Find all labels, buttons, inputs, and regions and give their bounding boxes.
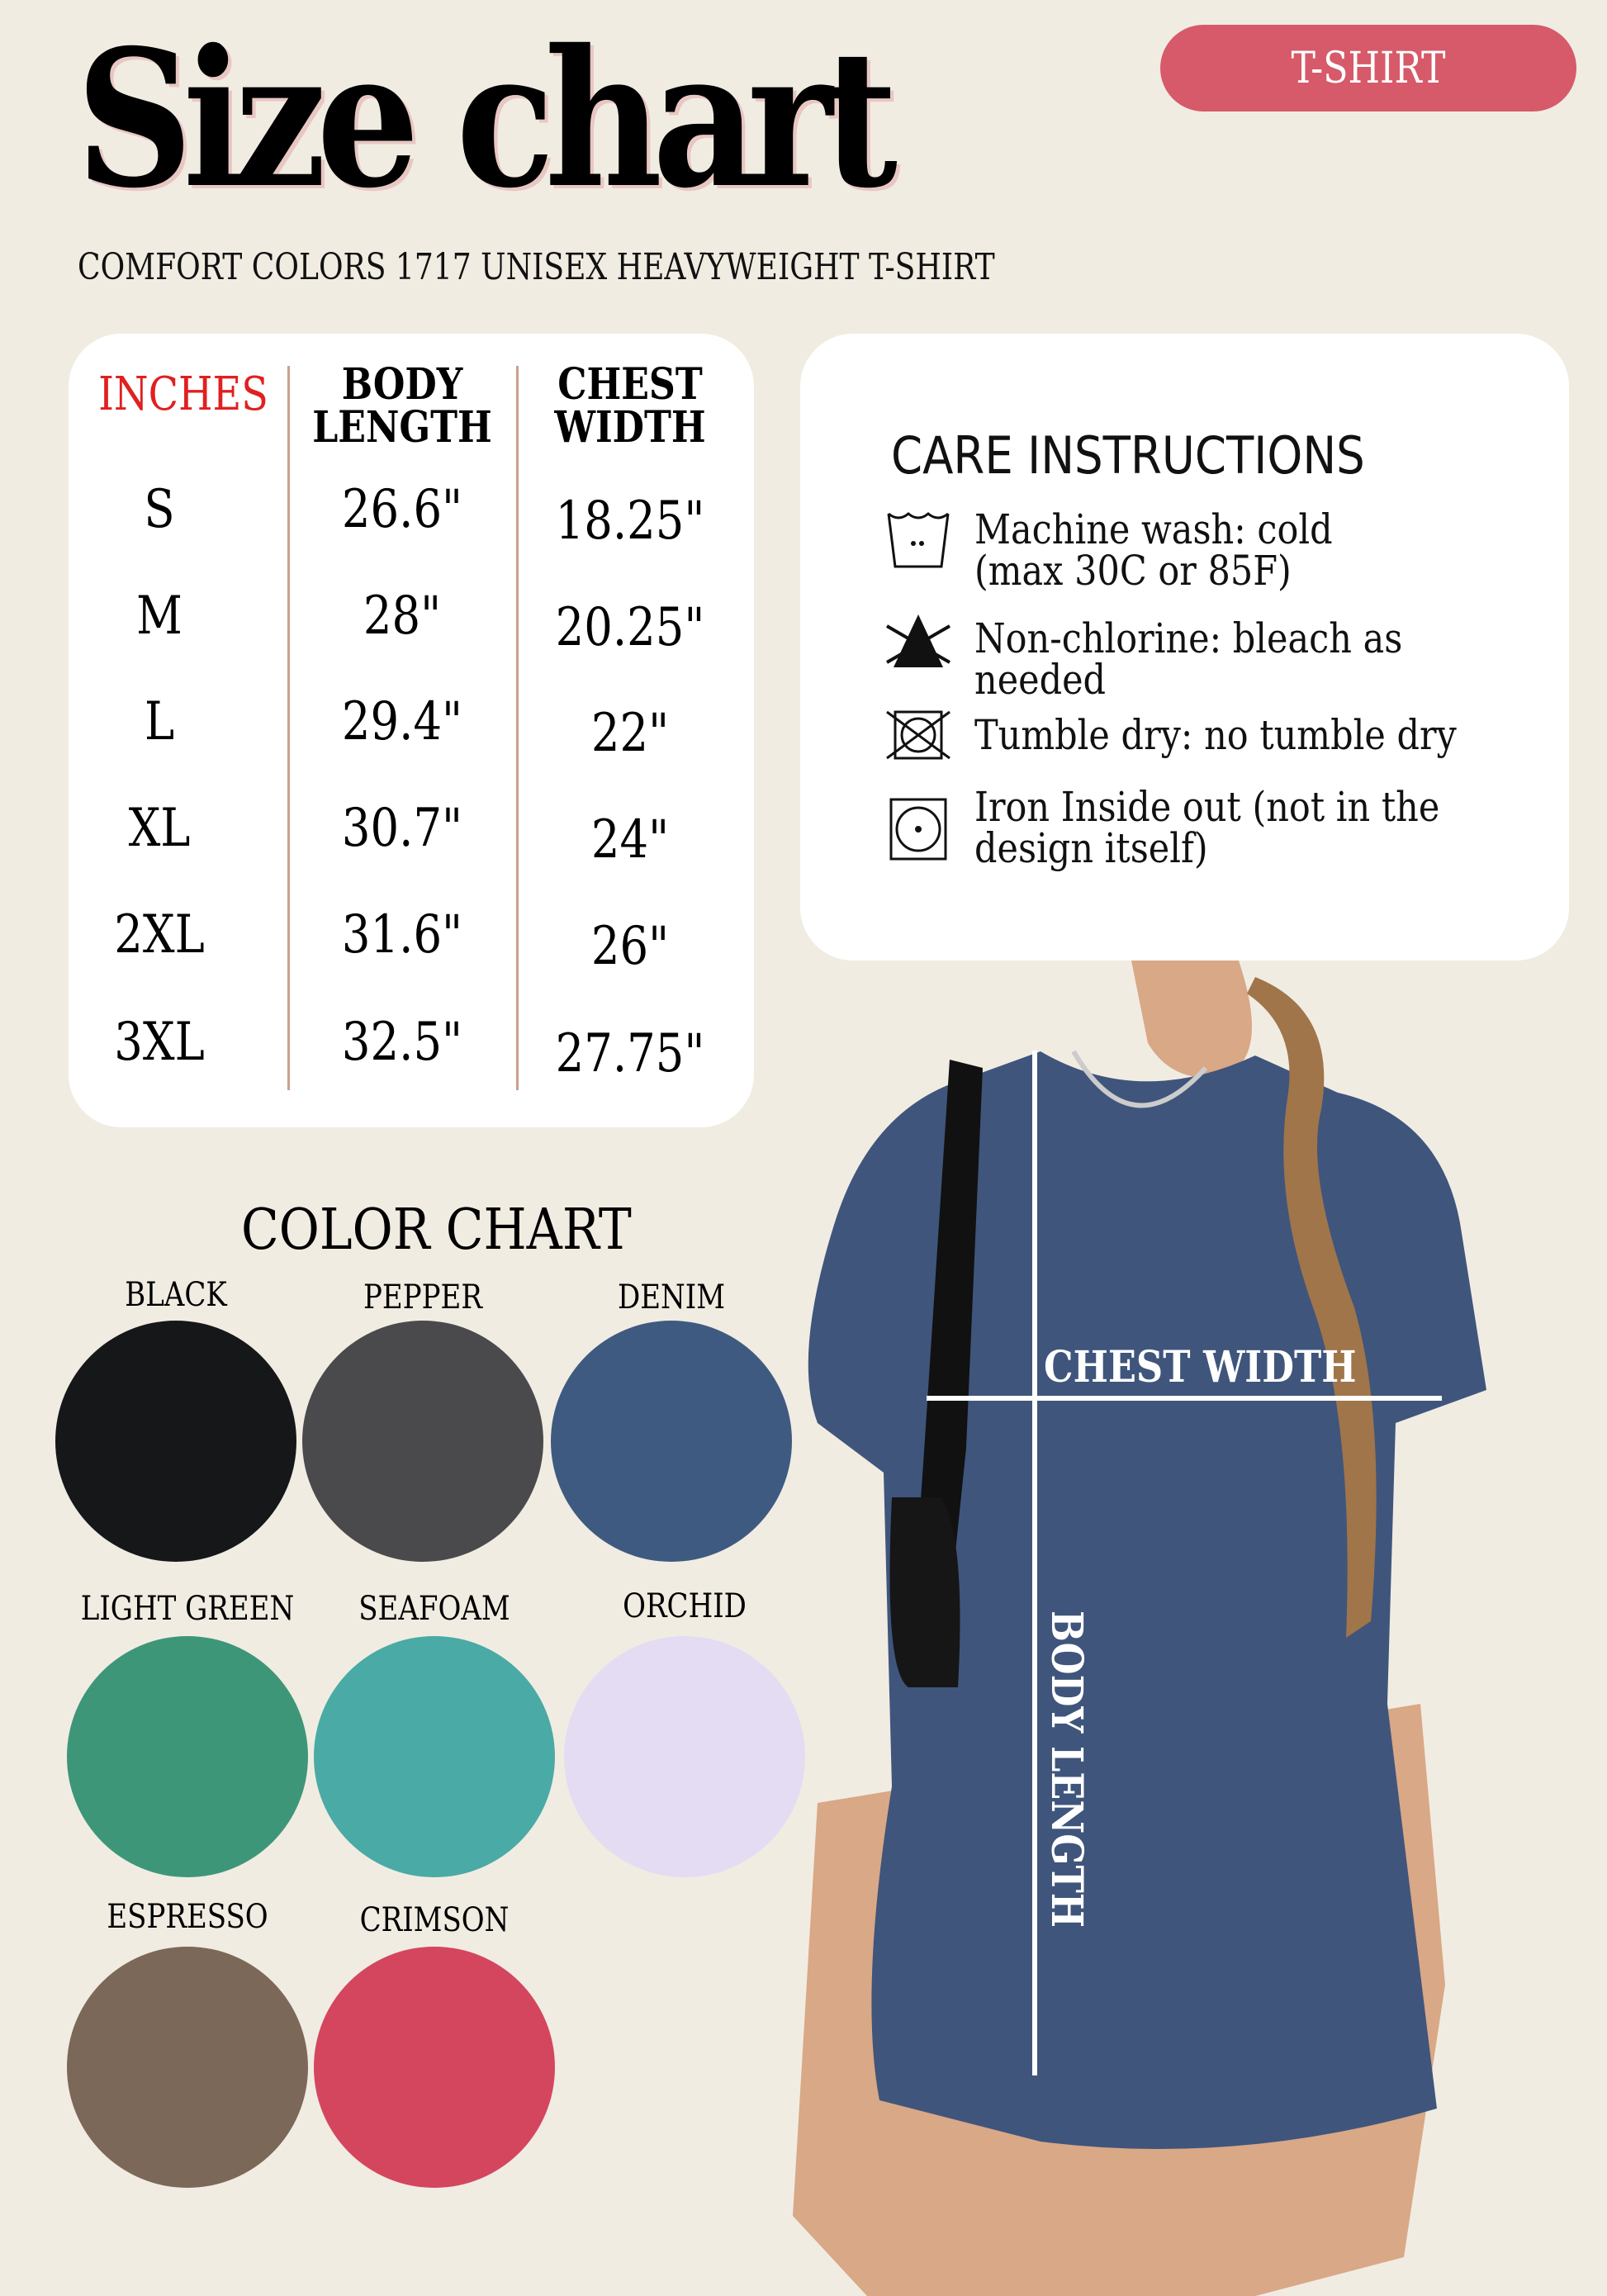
iron-icon [889,798,947,861]
header-chest-width: CHEST WIDTH [539,363,722,449]
machine-wash-cold-icon [887,512,950,568]
unit-label: INCHES [98,368,268,421]
swatch-label: CRIMSON [359,1901,510,1939]
column-divider [516,366,519,1090]
header-line: LENGTH [312,402,492,453]
body-length-cell: 26.6" [341,479,463,540]
chest-width-cell: 18.25" [555,491,705,552]
product-type-badge: T-SHIRT [1160,25,1576,111]
color-swatch-light-green [67,1636,308,1877]
header-body-length: BODY LENGTH [311,363,494,449]
swatch-label: ESPRESSO [107,1898,268,1936]
chest-width-cell: 26" [590,916,670,977]
size-cell: XL [128,798,191,859]
header-line: CHEST [557,359,703,410]
chest-width-cell: 22" [590,703,670,764]
color-swatch-crimson [314,1947,555,2188]
color-swatch-black [55,1321,296,1562]
swatch-label: BLACK [125,1276,227,1314]
size-cell: 2XL [114,904,205,965]
model-photo [793,961,1486,2296]
column-divider [287,366,290,1090]
care-item-text: Iron Inside out (not in the design itsel… [974,783,1440,872]
chest-width-cell: 27.75" [555,1023,705,1084]
care-item-text: Tumble dry: no tumble dry [974,711,1457,759]
swatch-label: DENIM [617,1278,726,1316]
color-swatch-espresso [67,1947,308,2188]
size-cell: S [144,479,175,540]
do-not-tumble-dry-icon [886,710,950,760]
size-table-card [69,334,754,1127]
non-chlorine-bleach-icon [885,614,951,667]
swatch-label: SEAFOAM [358,1590,510,1628]
color-swatch-denim [551,1321,792,1562]
swatch-label: LIGHT GREEN [80,1590,295,1628]
t-shirt [808,1051,1486,2149]
body-length-cell: 29.4" [341,691,463,752]
badge-label: T-SHIRT [1291,43,1446,93]
color-swatch-seafoam [314,1636,555,1877]
necklace [1071,1050,1208,1108]
color-swatch-pepper [302,1321,543,1562]
color-swatch-orchid [564,1636,805,1877]
swatch-label: ORCHID [623,1587,747,1625]
chest-width-label: CHEST WIDTH [1044,1342,1357,1392]
size-cell: 3XL [114,1012,205,1073]
body-length-cell: 32.5" [341,1012,463,1073]
chest-width-cell: 24" [590,809,670,870]
chest-width-cell: 20.25" [555,597,705,658]
care-item-text: Machine wash: cold (max 30C or 85F) [974,505,1333,595]
model-face [1131,961,1252,1078]
size-cell: M [136,586,183,647]
hair-braid [1247,977,1377,1638]
product-subtitle: COMFORT COLORS 1717 UNISEX HEAVYWEIGHT T… [78,246,995,288]
header-line: BODY [341,359,463,410]
care-title: CARE INSTRUCTIONS [891,425,1365,486]
body-length-label: BODY LENGTH [1041,1611,1092,1928]
body-length-cell: 28" [363,586,442,647]
body-length-cell: 31.6" [341,904,463,965]
care-item-text: Non-chlorine: bleach as needed [974,614,1403,704]
header-line: WIDTH [554,402,706,453]
shoulder-bag [889,1497,960,1687]
body-length-cell: 30.7" [341,798,463,859]
size-cell: L [144,691,175,752]
swatch-label: PEPPER [363,1278,482,1316]
color-chart-title: COLOR CHART [241,1198,632,1263]
page-title: Size chart [76,8,898,230]
